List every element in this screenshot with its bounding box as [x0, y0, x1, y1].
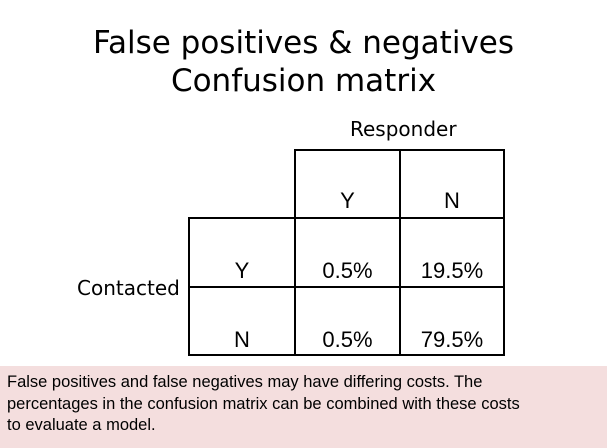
row-group-label: Contacted: [77, 276, 180, 300]
column-header-n: N: [444, 188, 460, 213]
note-line-3: to evaluate a model.: [7, 416, 156, 434]
note-box: False positives and false negatives may …: [0, 366, 607, 448]
column-header-y: Y: [340, 188, 355, 213]
matrix-line-left: [188, 217, 190, 356]
matrix-line-middle-header: [188, 217, 505, 219]
matrix-line-col2: [399, 149, 401, 356]
matrix-line-bottom: [188, 354, 505, 356]
matrix-line-col1: [294, 149, 296, 356]
row-header-y: Y: [234, 258, 250, 283]
matrix-line-middle-rows: [188, 286, 505, 288]
note-line-2: percentages in the confusion matrix can …: [7, 394, 520, 413]
cell-value-nn: 79.5%: [420, 327, 484, 352]
row-header-n: N: [234, 327, 250, 352]
matrix-line-right: [503, 149, 505, 356]
column-group-label: Responder: [350, 117, 457, 141]
cell-value-yy: 0.5%: [322, 258, 373, 283]
title-line-1: False positives & negatives: [92, 25, 515, 61]
note-line-1: False positives and false negatives may …: [7, 373, 483, 391]
title-line-2: Confusion matrix: [170, 63, 437, 99]
cell-value-yn: 19.5%: [420, 258, 484, 283]
cell-value-ny: 0.5%: [322, 327, 373, 352]
